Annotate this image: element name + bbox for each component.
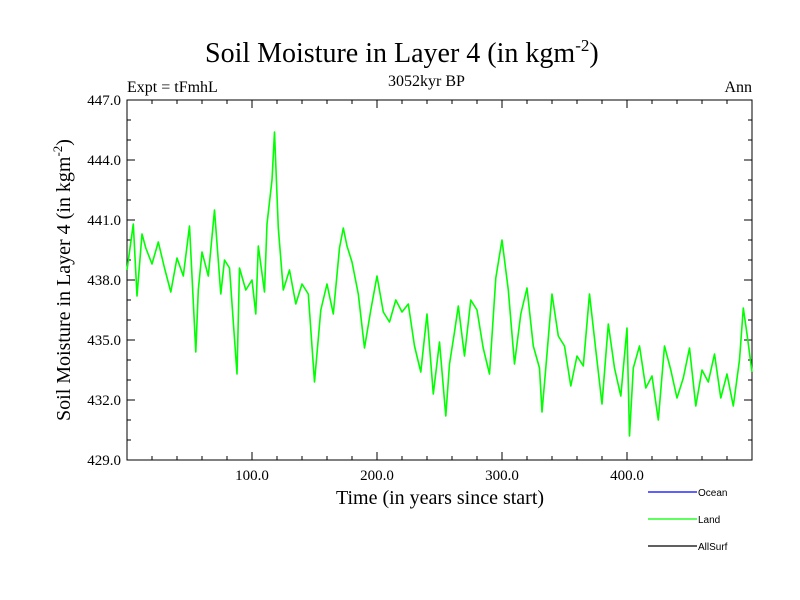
y-axis-label: Soil Moisture in Layer 4 (in kgm-2) (50, 139, 75, 421)
y-axis-label-close: ) (53, 139, 75, 146)
expt-label: Expt = tFmhL (127, 79, 218, 96)
season-label: Ann (724, 79, 752, 96)
y-tick-label: 447.0 (87, 93, 121, 109)
chart-title-close: ) (589, 38, 598, 69)
y-tick-label: 438.0 (87, 273, 121, 289)
legend-label: Ocean (698, 488, 727, 499)
y-tick-label: 429.0 (87, 453, 121, 469)
x-tick-label: 200.0 (360, 468, 394, 484)
x-tick-label: 400.0 (610, 468, 644, 484)
chart-title-main: Soil Moisture in Layer 4 (in kgm (205, 38, 575, 69)
chart-subtitle: 3052kyr BP (388, 73, 465, 90)
y-tick-label: 432.0 (87, 393, 121, 409)
legend-label: AllSurf (698, 542, 728, 553)
chart-title-superscript: -2 (575, 36, 589, 55)
legend: Ocean Land AllSurf (648, 488, 728, 553)
series-line-land (126, 131, 753, 437)
y-axis-label-superscript: -2 (50, 146, 65, 157)
legend-label: Land (698, 515, 720, 526)
x-axis-label: Time (in years since start) (336, 487, 544, 509)
series-group (126, 131, 753, 437)
y-tick-label: 435.0 (87, 333, 121, 349)
y-tick-label: 441.0 (87, 213, 121, 229)
y-tick-label: 444.0 (87, 153, 121, 169)
y-axis-label-main: Soil Moisture in Layer 4 (in kgm (53, 156, 75, 421)
y-axis: 429.0 432.0 435.0 438.0 441.0 444.0 447.0 (87, 93, 752, 469)
chart-title: Soil Moisture in Layer 4 (in kgm-2) (205, 36, 599, 69)
x-tick-label: 300.0 (485, 468, 519, 484)
plot-frame (126, 99, 753, 461)
x-tick-label: 100.0 (235, 468, 269, 484)
x-axis: 100.0 200.0 300.0 400.0 (151, 100, 728, 484)
